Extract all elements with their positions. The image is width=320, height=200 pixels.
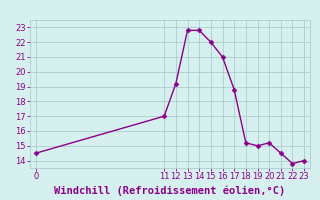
X-axis label: Windchill (Refroidissement éolien,°C): Windchill (Refroidissement éolien,°C) [54,185,286,196]
